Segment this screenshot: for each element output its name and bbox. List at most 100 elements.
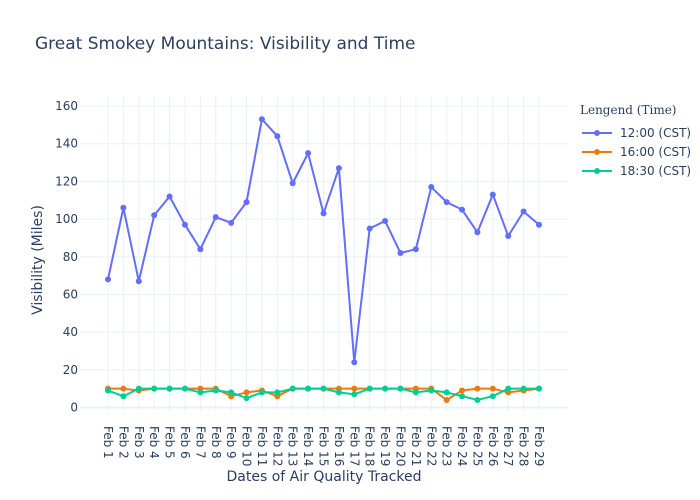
y-tick-label: 0	[70, 401, 78, 415]
data-point[interactable]	[305, 150, 312, 157]
legend-item[interactable]: 18:30 (CST)	[580, 161, 695, 180]
legend-label: 16:00 (CST)	[620, 144, 692, 159]
data-point[interactable]	[459, 206, 466, 213]
data-point[interactable]	[135, 385, 142, 392]
x-tick-label: Feb 23	[440, 426, 454, 466]
data-point[interactable]	[181, 221, 188, 228]
x-tick-labels: Feb 1 Feb 2 Feb 3 Feb 4 Feb 5 Feb 6 Feb 7 Feb 8…	[101, 426, 546, 466]
data-point[interactable]	[351, 359, 358, 366]
data-point[interactable]	[335, 165, 342, 172]
data-point[interactable]	[489, 385, 496, 392]
data-point[interactable]	[443, 199, 450, 206]
data-point[interactable]	[505, 385, 512, 392]
data-point[interactable]	[536, 385, 542, 392]
x-tick-label: Feb 7	[193, 426, 207, 459]
data-point[interactable]	[351, 391, 358, 398]
x-tick-label: Feb 20	[393, 426, 407, 466]
x-tick-label: Feb 13	[286, 426, 300, 466]
data-point[interactable]	[258, 389, 265, 396]
data-point[interactable]	[258, 116, 265, 123]
x-tick-label: Feb 27	[501, 426, 515, 466]
x-tick-label: Feb 29	[532, 426, 546, 466]
x-tick-label: Feb 10	[240, 426, 254, 466]
data-point[interactable]	[351, 385, 358, 392]
x-tick-label: Feb 16	[332, 426, 346, 466]
x-tick-label: Feb 17	[347, 426, 361, 466]
data-point[interactable]	[397, 249, 404, 256]
data-point[interactable]	[412, 389, 419, 396]
data-point[interactable]	[181, 385, 188, 392]
x-tick-label: Feb 1	[101, 426, 115, 459]
x-tick-label: Feb 18	[363, 426, 377, 466]
x-tick-label: Feb 8	[209, 426, 223, 459]
data-point[interactable]	[536, 221, 542, 228]
series-lines	[105, 116, 542, 403]
data-point[interactable]	[105, 387, 111, 394]
data-point[interactable]	[505, 233, 512, 240]
data-point[interactable]	[135, 278, 142, 285]
data-point[interactable]	[212, 214, 219, 221]
data-point[interactable]	[151, 212, 158, 219]
data-point[interactable]	[459, 393, 466, 400]
x-tick-label: Feb 15	[317, 426, 331, 466]
x-tick-label: Feb 12	[270, 426, 284, 466]
data-point[interactable]	[474, 396, 481, 403]
data-point[interactable]	[474, 385, 481, 392]
data-point[interactable]	[289, 385, 296, 392]
data-point[interactable]	[166, 385, 173, 392]
data-point[interactable]	[305, 385, 312, 392]
y-tick-label: 160	[55, 99, 78, 113]
y-tick-label: 40	[63, 325, 78, 339]
chart-title: Great Smokey Mountains: Visibility and T…	[35, 34, 416, 54]
data-point[interactable]	[366, 225, 373, 232]
data-point[interactable]	[428, 184, 435, 191]
y-tick-label: 60	[63, 287, 78, 301]
legend-item[interactable]: 12:00 (CST)	[580, 123, 695, 142]
data-point[interactable]	[197, 246, 204, 253]
data-point[interactable]	[412, 246, 419, 253]
data-point[interactable]	[443, 389, 450, 396]
data-point[interactable]	[120, 393, 127, 400]
data-point[interactable]	[197, 389, 204, 396]
data-point[interactable]	[243, 395, 250, 402]
data-point[interactable]	[243, 389, 250, 396]
y-tick-label: 80	[63, 250, 78, 264]
data-point[interactable]	[320, 385, 327, 392]
data-point[interactable]	[520, 385, 527, 392]
legend-label: 18:30 (CST)	[620, 163, 692, 178]
data-point[interactable]	[274, 389, 281, 396]
data-point[interactable]	[474, 229, 481, 236]
x-tick-label: Feb 25	[470, 426, 484, 466]
data-point[interactable]	[105, 276, 111, 283]
data-point[interactable]	[382, 385, 389, 392]
data-point[interactable]	[489, 191, 496, 198]
data-point[interactable]	[320, 210, 327, 217]
data-point[interactable]	[335, 389, 342, 396]
data-point[interactable]	[120, 385, 127, 392]
data-point[interactable]	[443, 396, 450, 403]
data-point[interactable]	[366, 385, 373, 392]
legend-item[interactable]: 16:00 (CST)	[580, 142, 695, 161]
data-point[interactable]	[166, 193, 173, 200]
data-point[interactable]	[120, 204, 127, 211]
data-point[interactable]	[212, 387, 219, 394]
data-point[interactable]	[289, 180, 296, 187]
data-point[interactable]	[228, 219, 235, 226]
data-point[interactable]	[382, 217, 389, 224]
data-point[interactable]	[459, 387, 466, 394]
x-tick-label: Feb 26	[486, 426, 500, 466]
data-point[interactable]	[397, 385, 404, 392]
data-point[interactable]	[274, 133, 281, 140]
data-point[interactable]	[228, 389, 235, 396]
y-tick-label: 140	[55, 137, 78, 151]
data-point[interactable]	[489, 393, 496, 400]
x-tick-label: Feb 4	[147, 426, 161, 459]
data-point[interactable]	[243, 199, 250, 206]
data-point[interactable]	[428, 387, 435, 394]
data-point[interactable]	[520, 208, 527, 215]
legend-swatch	[582, 167, 612, 174]
x-tick-label: Feb 11	[255, 426, 269, 466]
data-point[interactable]	[151, 385, 158, 392]
